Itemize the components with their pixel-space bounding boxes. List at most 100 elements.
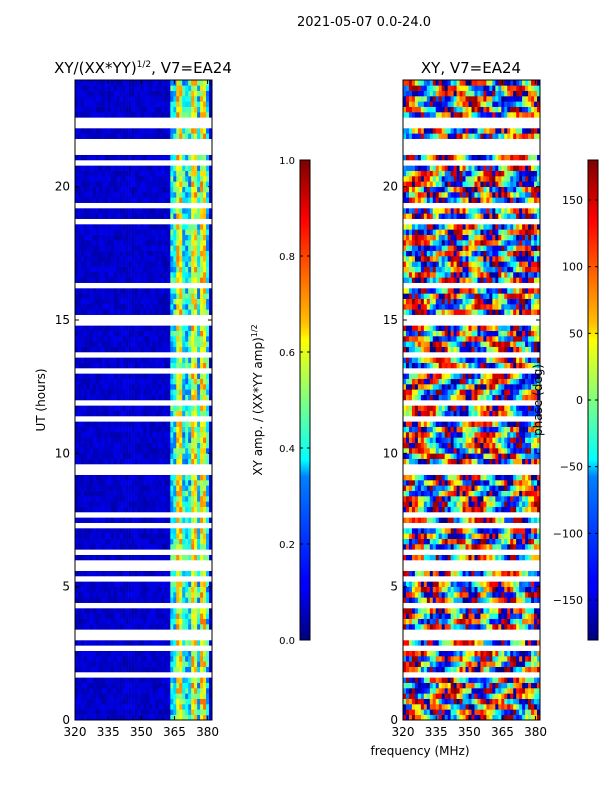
amp-cell (140, 437, 144, 443)
amp-cell (200, 650, 204, 657)
amp-cell (164, 384, 168, 390)
amp-cell (80, 330, 85, 337)
amp-cell (107, 501, 112, 507)
amp-cell (122, 192, 126, 198)
amp-cell (194, 506, 198, 513)
amp-cell (161, 581, 165, 587)
amp-flag-row (75, 464, 212, 470)
amp-cell (146, 325, 150, 331)
amp-cell (80, 240, 85, 246)
phase-cell (480, 682, 484, 689)
amp-cell (113, 341, 117, 347)
amp-cell (86, 458, 91, 465)
amp-cell (158, 128, 162, 134)
phase-cell (432, 666, 437, 673)
amp-cell (167, 176, 171, 182)
amp-cell (164, 272, 168, 278)
amp-cell (95, 293, 100, 299)
amp-cell (197, 128, 201, 134)
amp-cell (101, 624, 106, 630)
amp-cell (188, 250, 192, 257)
amp-cell (116, 272, 120, 278)
phase-cell (447, 650, 451, 657)
amp-cell (209, 501, 213, 507)
amp-flag-row (75, 576, 212, 582)
amp-cell (152, 544, 156, 550)
amp-cell (182, 325, 186, 331)
amp-cell (206, 346, 210, 353)
amp-cell (167, 106, 171, 113)
amp-cell (158, 592, 162, 598)
amp-cell (75, 618, 79, 625)
amp-cell (92, 405, 97, 411)
amp-cell (101, 709, 106, 715)
amp-cell (152, 682, 156, 689)
amp-cell (113, 266, 117, 273)
amp-cell (75, 197, 79, 203)
amp-cell (182, 234, 186, 241)
amp-cell (131, 704, 135, 710)
phase-cell (534, 693, 538, 699)
amp-cell (143, 538, 147, 545)
amp-cell (89, 384, 94, 390)
amp-cell (209, 208, 213, 214)
amp-cell (80, 640, 85, 646)
amp-cell (98, 96, 103, 102)
amp-cell (107, 90, 112, 97)
amp-cell (92, 480, 97, 486)
amp-cell (173, 496, 177, 502)
amp-cell (113, 186, 117, 193)
phase-cell (432, 704, 437, 710)
amp-cell (146, 650, 150, 657)
phase-cell (531, 666, 535, 673)
amp-cell (95, 592, 100, 598)
amp-cell (191, 90, 195, 97)
amp-cell (107, 240, 112, 246)
amp-cell (209, 325, 213, 331)
phase-cell (417, 656, 422, 662)
amp-cell (209, 714, 213, 721)
amp-cell (149, 714, 153, 721)
amp-cell (143, 528, 147, 534)
amp-cell (98, 650, 103, 657)
amp-cell (173, 101, 177, 107)
amp-cell (107, 330, 112, 337)
amp-cell (161, 362, 165, 369)
amp-cell (101, 197, 106, 203)
amp-cell (86, 304, 91, 310)
amp-cell (194, 336, 198, 342)
amp-cell (209, 533, 213, 539)
amp-cell (137, 170, 141, 177)
amp-cell (110, 389, 115, 395)
amp-cell (170, 458, 174, 465)
amp-cell (104, 448, 109, 454)
amp-cell (75, 362, 79, 369)
amp-cell (188, 298, 192, 305)
amp-cell (98, 256, 103, 262)
amp-cell (203, 186, 207, 193)
amp-cell (143, 624, 147, 630)
phase-cell (519, 656, 523, 662)
amp-cell (146, 442, 150, 449)
amp-cell (155, 682, 159, 689)
amp-cell (101, 224, 106, 230)
amp-cell (131, 341, 135, 347)
amp-cell (80, 442, 85, 449)
amp-cell (161, 704, 165, 710)
amp-cell (209, 586, 213, 593)
amp-cell (83, 373, 88, 379)
amp-cell (158, 213, 162, 219)
amp-cell (143, 506, 147, 513)
amp-cell (191, 426, 195, 433)
amp-cell (86, 640, 91, 646)
amp-cell (107, 677, 112, 683)
amp-cell (197, 106, 201, 113)
amp-cell (146, 682, 150, 689)
amp-cell (86, 474, 91, 481)
amp-cell (179, 394, 183, 401)
amp-cell (164, 538, 168, 545)
amp-cell (128, 85, 132, 91)
amp-cell (122, 698, 126, 705)
amp-cell (119, 378, 123, 385)
amp-cell (179, 389, 183, 395)
